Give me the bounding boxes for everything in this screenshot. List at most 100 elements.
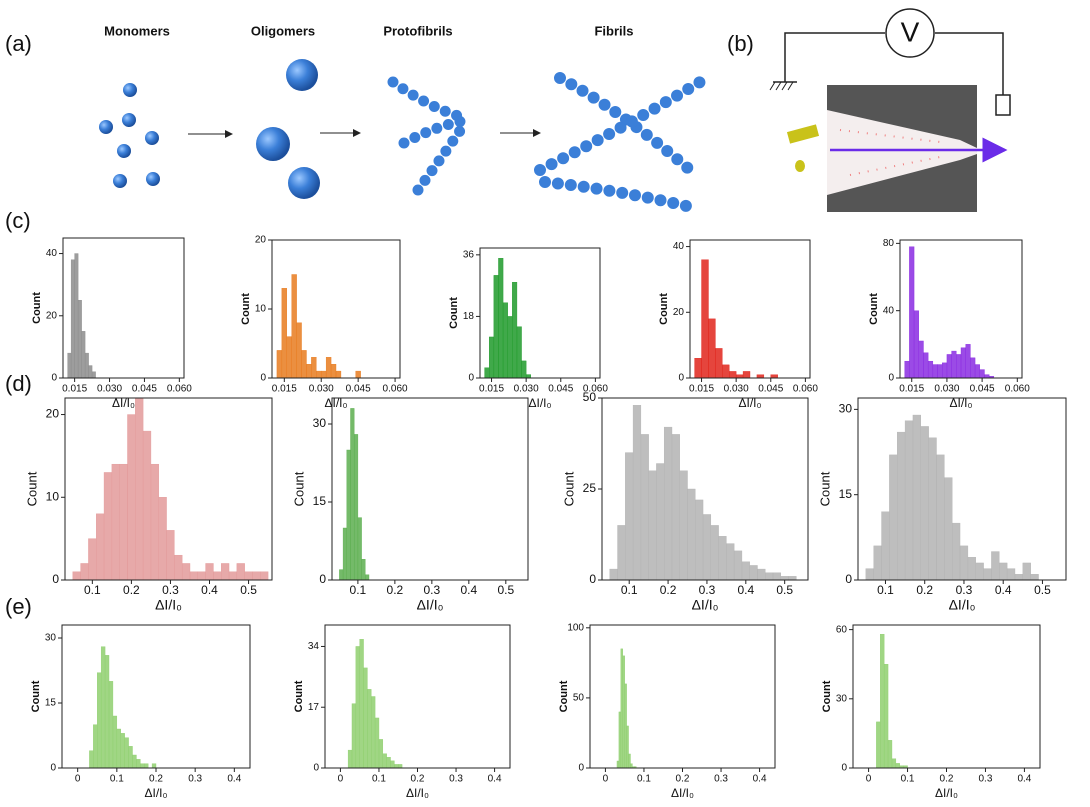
bar — [951, 350, 957, 379]
bar — [72, 571, 81, 581]
y-tick-label: 0 — [260, 373, 266, 384]
bar — [507, 316, 513, 379]
plot-frame — [899, 239, 1023, 379]
bar — [342, 527, 347, 581]
y-tick-label: 30 — [45, 633, 57, 644]
bar — [970, 357, 976, 379]
bar — [630, 763, 633, 769]
bar — [772, 572, 781, 581]
bar — [359, 639, 364, 769]
y-tick-label: 15 — [313, 494, 327, 508]
bar — [622, 655, 625, 769]
bar — [920, 426, 929, 581]
y-tick-label: 0 — [52, 572, 59, 586]
bar — [103, 472, 113, 581]
histogram-panel: 0.015 0.030 0.045 0.060 0 10 20 ΔI/I₀ Count — [240, 235, 408, 411]
bar — [112, 715, 118, 769]
x-tick-label: 0.015 — [479, 384, 504, 395]
x-tick-label: 0.3 — [162, 583, 179, 597]
bar — [983, 568, 992, 581]
bar — [617, 525, 626, 581]
voltmeter-label: V — [901, 16, 920, 47]
histogram-panel: 0 0.1 0.2 0.3 0.4 0 17 34 ΔI/I₀ Count — [293, 624, 511, 800]
histogram-panel: 0.015 0.030 0.045 0.060 0 18 36 ΔI/I₀ Count — [448, 247, 608, 410]
bar — [1022, 562, 1031, 581]
bar — [1014, 574, 1024, 581]
bar — [135, 397, 144, 581]
bar — [120, 733, 125, 769]
bar — [189, 571, 198, 581]
bar — [244, 571, 253, 581]
bar — [398, 764, 403, 769]
y-tick-label: 25 — [583, 481, 597, 495]
bar — [726, 543, 735, 581]
bar — [108, 681, 114, 769]
stage-label: Monomers — [104, 23, 170, 38]
x-axis-label: ΔI/I₀ — [529, 396, 552, 410]
histogram-panel: 0.015 0.030 0.045 0.060 0 20 40 ΔI/I₀ Count — [658, 239, 818, 410]
monomers — [99, 83, 160, 188]
x-tick-label: 0.015 — [899, 384, 924, 395]
stage-label: Fibrils — [594, 23, 633, 38]
bar — [325, 357, 332, 379]
bar — [116, 728, 121, 769]
bar — [316, 370, 322, 379]
bar — [701, 259, 709, 379]
plot-frame — [689, 239, 811, 379]
y-tick-label: 36 — [463, 249, 475, 260]
x-tick-label: 0.030 — [514, 384, 539, 395]
y-tick-label: 50 — [573, 693, 585, 704]
bar — [873, 545, 882, 581]
plot-frame — [331, 397, 529, 581]
x-tick-label: 0 — [866, 774, 872, 785]
x-tick-label: 0.3 — [979, 774, 993, 785]
bar — [335, 370, 342, 379]
y-axis-label: Count — [31, 292, 43, 324]
bar — [913, 310, 919, 379]
x-tick-label: 0.3 — [956, 583, 973, 597]
bar — [394, 764, 399, 769]
bar — [525, 374, 531, 379]
y-axis-label: Count — [817, 471, 832, 506]
bar — [111, 463, 120, 581]
bar — [339, 569, 344, 581]
bar — [221, 563, 230, 581]
bar — [909, 246, 915, 379]
x-tick-label: 0.2 — [123, 583, 140, 597]
panel-label: (b) — [727, 31, 754, 56]
bar — [363, 667, 368, 769]
x-tick-label: 0.060 — [583, 384, 608, 395]
x-tick-label: 0.1 — [372, 774, 386, 785]
bar — [205, 563, 214, 581]
x-tick-label: 0.2 — [676, 774, 690, 785]
nanopore-diagram: V — [769, 8, 1011, 212]
bar — [306, 364, 312, 379]
bar — [142, 430, 152, 581]
histogram-panel: 0 0.1 0.2 0.3 0.4 0 30 60 ΔI/I₀ Count — [821, 624, 1041, 800]
bar — [276, 350, 283, 379]
bar — [889, 454, 898, 581]
x-tick-label: 0.2 — [660, 583, 677, 597]
x-tick-label: 0.015 — [62, 384, 87, 395]
bar — [357, 517, 362, 581]
bar — [236, 563, 245, 581]
bar — [765, 572, 774, 581]
x-axis-label: ΔI/I₀ — [692, 597, 719, 613]
x-tick-label: 0.2 — [940, 774, 954, 785]
bar — [144, 763, 149, 769]
bar — [927, 360, 934, 379]
x-axis-label: ΔI/I₀ — [671, 786, 694, 800]
bar — [936, 454, 945, 581]
bar — [702, 514, 712, 581]
bar — [365, 574, 370, 581]
bar — [346, 449, 351, 581]
bar — [89, 750, 94, 769]
y-tick-label: 0 — [50, 763, 56, 774]
bar — [918, 340, 924, 379]
x-axis-label: ΔI/I₀ — [935, 786, 958, 800]
bar — [1030, 574, 1039, 581]
x-tick-label: 0.4 — [227, 774, 241, 785]
panel-label: (c) — [5, 208, 31, 233]
bar — [77, 300, 82, 379]
